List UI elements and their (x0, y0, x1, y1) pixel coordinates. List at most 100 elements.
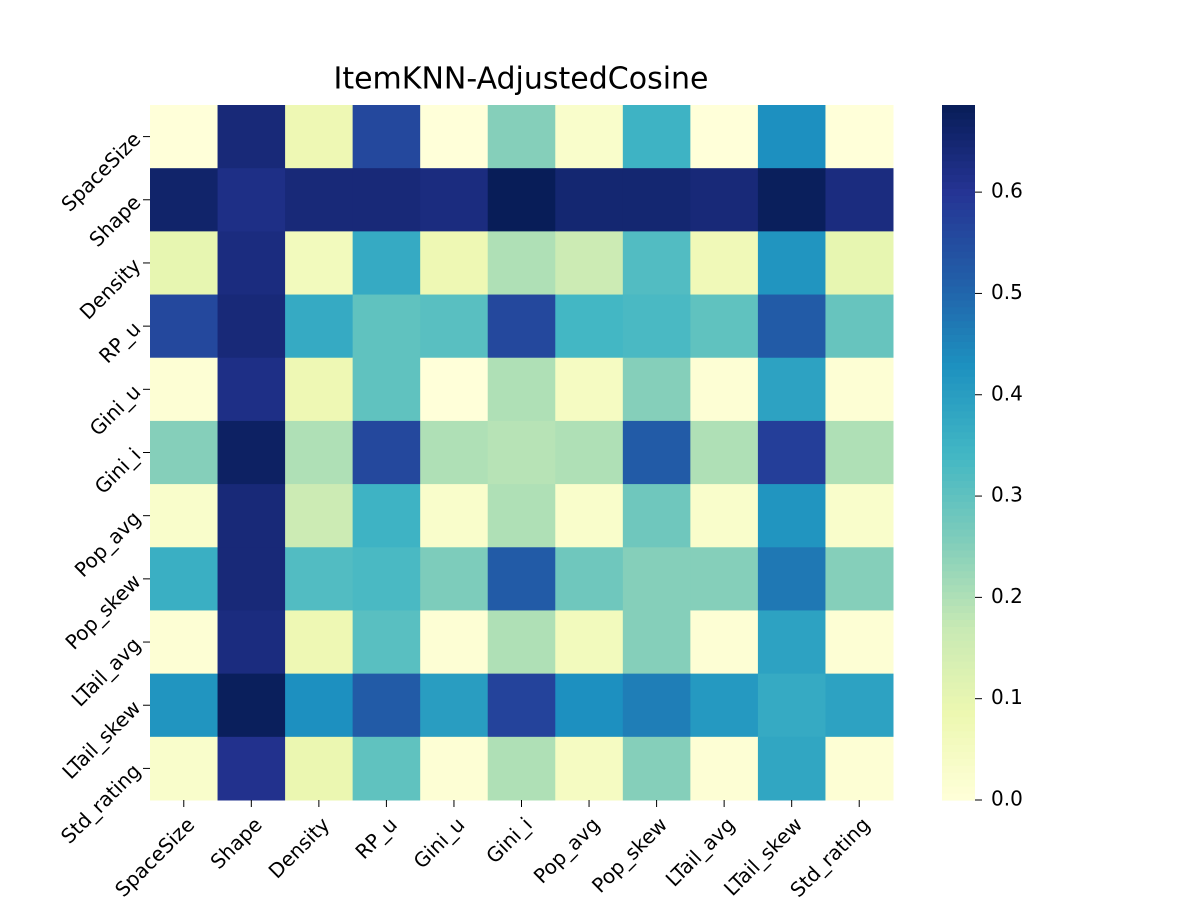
colorbar-segment (942, 244, 975, 252)
chart-title: ItemKNN-AdjustedCosine (333, 62, 708, 97)
colorbar-segment (942, 528, 975, 537)
heatmap-cell (757, 420, 826, 485)
heatmap-cell (690, 357, 759, 422)
y-tick-label: Density (75, 253, 146, 324)
colorbar-segment (942, 584, 975, 593)
heatmap-cell (825, 231, 894, 296)
heatmap-cell (690, 105, 759, 169)
colorbar-segment (942, 716, 975, 725)
heatmap-cell (150, 420, 219, 485)
heatmap-cell (420, 105, 489, 169)
heatmap-cell (757, 231, 826, 296)
colorbar-segment (942, 146, 975, 155)
heatmap-cell (420, 231, 489, 296)
x-tick-label: Density (264, 812, 335, 883)
colorbar-segment (942, 132, 975, 141)
y-tick-label: Shape (84, 190, 145, 251)
colorbar-segment (942, 139, 975, 148)
heatmap-cell (217, 294, 286, 359)
heatmap-cell (622, 231, 691, 296)
colorbar-segment (942, 334, 975, 342)
heatmap-cell (555, 294, 624, 359)
colorbar-segment (942, 793, 975, 801)
heatmap-cell (420, 357, 489, 422)
colorbar-segment (942, 313, 975, 322)
colorbar-segment (942, 209, 975, 217)
colorbar-segment (942, 174, 975, 183)
heatmap-cell (690, 673, 759, 738)
heatmap-cell (757, 484, 826, 548)
colorbar-segment (942, 264, 975, 273)
heatmap-cell (555, 610, 624, 675)
heatmap-cell (420, 420, 489, 485)
colorbar-segment (942, 355, 975, 363)
colorbar-segment (942, 480, 975, 488)
colorbar-segment (942, 202, 975, 210)
heatmap-cell (487, 168, 556, 232)
colorbar-segment (942, 424, 975, 433)
heatmap-cell (352, 547, 421, 611)
heatmap-cell (690, 736, 759, 801)
heatmap-cell (555, 484, 624, 548)
colorbar-segment (942, 278, 975, 287)
colorbar-segment (942, 598, 975, 606)
colorbar-segment (942, 522, 975, 530)
heatmap-cell (825, 294, 894, 359)
colorbar-segment (942, 709, 975, 718)
x-tick-label: SpaceSize (110, 812, 199, 900)
colorbar-segment (942, 188, 975, 196)
heatmap-cell (487, 294, 556, 359)
heatmap-cell (285, 420, 354, 485)
heatmap-cell (757, 357, 826, 422)
heatmap-cell (217, 484, 286, 548)
heatmap-cell (352, 168, 421, 232)
colorbar-segment (942, 730, 975, 739)
heatmap-cell (150, 484, 219, 548)
colorbar-segment (942, 619, 975, 627)
colorbar-segment (942, 389, 975, 398)
x-tick-label: Gini_i (481, 812, 537, 868)
colorbar-segment (942, 535, 975, 544)
colorbar-segment (942, 695, 975, 704)
heatmap-cell (150, 547, 219, 611)
heatmap-cell (217, 673, 286, 738)
heatmap-cell (150, 294, 219, 359)
colorbar-segment (942, 786, 975, 794)
y-tick-label: Pop_avg (70, 506, 146, 582)
colorbar-segment (942, 626, 975, 634)
colorbar-tick-label: 0.1 (991, 685, 1023, 709)
heatmap-cell (757, 294, 826, 359)
heatmap-cell (825, 673, 894, 738)
colorbar-segment (942, 577, 975, 586)
colorbar-segment (942, 383, 975, 391)
colorbar-segment (942, 327, 975, 335)
heatmap-cell (757, 610, 826, 675)
heatmap-cell (690, 484, 759, 548)
heatmap-cell (285, 736, 354, 801)
colorbar-segment (942, 654, 975, 662)
heatmap-cell (487, 231, 556, 296)
colorbar-segment (942, 438, 975, 447)
heatmap-cell (150, 231, 219, 296)
colorbar-segment (942, 542, 975, 551)
colorbar-segment (942, 195, 975, 203)
heatmap-cell (622, 357, 691, 422)
heatmap-cell (217, 231, 286, 296)
heatmap-cell (555, 231, 624, 296)
colorbar-segment (942, 612, 975, 620)
colorbar-segment (942, 487, 975, 495)
heatmap-cell (217, 357, 286, 422)
colorbar-segment (942, 216, 975, 224)
heatmap-cell (622, 673, 691, 738)
colorbar-segment (942, 591, 975, 600)
colorbar-segment (942, 105, 975, 113)
heatmap-cell (285, 294, 354, 359)
heatmap-cell (622, 484, 691, 548)
colorbar-segment (942, 667, 975, 676)
colorbar-segment (942, 751, 975, 759)
heatmap-cell (690, 547, 759, 611)
heatmap-cell (757, 547, 826, 611)
colorbar-segment (942, 153, 975, 162)
x-tick-label: Shape (205, 812, 266, 873)
colorbar-segment (942, 494, 975, 502)
